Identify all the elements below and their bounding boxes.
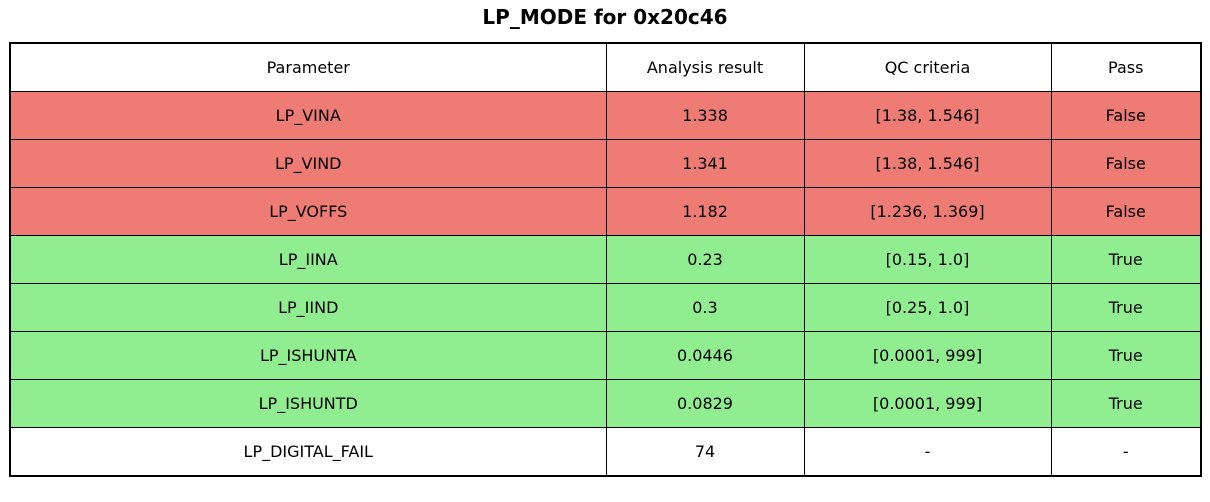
criteria-cell: [1.38, 1.546]: [803, 91, 1052, 140]
result-cell: 74: [605, 427, 805, 477]
result-cell: 0.0829: [605, 379, 805, 428]
parameter-cell: LP_ISHUNTD: [9, 379, 607, 428]
column-header-analysis-result: Analysis result: [605, 42, 805, 92]
column-header-qc-criteria: QC criteria: [803, 42, 1052, 92]
table-row-lp-digital-fail: LP_DIGITAL_FAIL 74- -: [9, 427, 1202, 477]
result-cell: 0.3: [605, 283, 805, 332]
result-cell: 1.182: [605, 187, 805, 236]
column-header-pass: Pass: [1050, 42, 1202, 92]
header-row: Parameter Analysis result QC criteria Pass: [9, 42, 1202, 92]
table-row-lp-ishuntd: LP_ISHUNTD 0.0829 [0.0001, 999] True: [9, 379, 1202, 428]
result-cell: 1.341: [605, 139, 805, 188]
pass-cell: True: [1050, 379, 1202, 428]
parameter-cell: LP_VIND: [9, 139, 607, 188]
parameter-cell: LP_IINA: [9, 235, 607, 284]
result-cell: 0.0446: [605, 331, 805, 380]
pass-cell: False: [1050, 139, 1202, 188]
table-body: LP_VINA 1.338 [1.38, 1.546] False LP_VIND 1.3…: [9, 91, 1202, 477]
criteria-cell: [1.236, 1.369]: [803, 187, 1052, 236]
table-row-lp-vina: LP_VINA 1.338 [1.38, 1.546] False: [9, 91, 1202, 140]
pass-cell: False: [1050, 91, 1202, 140]
pass-cell: True: [1050, 331, 1202, 380]
parameter-cell: LP_DIGITAL_FAIL: [9, 427, 607, 477]
criteria-cell: [0.0001, 999]: [803, 331, 1052, 380]
result-cell: 0.23: [605, 235, 805, 284]
result-cell: 1.338: [605, 91, 805, 140]
parameter-cell: LP_VOFFS: [9, 187, 607, 236]
criteria-cell: [0.15, 1.0]: [803, 235, 1052, 284]
parameter-cell: LP_ISHUNTA: [9, 331, 607, 380]
table-row-lp-iina: LP_IINA 0.23 [0.15, 1.0] True: [9, 235, 1202, 284]
pass-cell: True: [1050, 235, 1202, 284]
figure-title: LP_MODE for 0x20c46: [482, 5, 728, 29]
criteria-cell: [1.38, 1.546]: [803, 139, 1052, 188]
pass-cell: True: [1050, 283, 1202, 332]
table-row-lp-iind: LP_IIND 0.3 [0.25, 1.0] True: [9, 283, 1202, 332]
pass-cell: False: [1050, 187, 1202, 236]
criteria-cell: -: [803, 427, 1052, 477]
table-row-lp-ishunta: LP_ISHUNTA 0.0446 [0.0001, 999] True: [9, 331, 1202, 380]
parameter-cell: LP_IIND: [9, 283, 607, 332]
parameter-cell: LP_VINA: [9, 91, 607, 140]
table-row-lp-vind: LP_VIND 1.341 [1.38, 1.546] False: [9, 139, 1202, 188]
criteria-cell: [0.25, 1.0]: [803, 283, 1052, 332]
pass-cell: -: [1050, 427, 1202, 477]
criteria-cell: [0.0001, 999]: [803, 379, 1052, 428]
table-row-lp-voffs: LP_VOFFS 1.182 [1.236, 1.369] False: [9, 187, 1202, 236]
column-header-parameter: Parameter: [9, 42, 607, 92]
table-header: Parameter Analysis result QC criteria Pass: [9, 42, 1202, 92]
qc-results-table: Parameter Analysis result QC criteria Pass …: [9, 42, 1202, 477]
